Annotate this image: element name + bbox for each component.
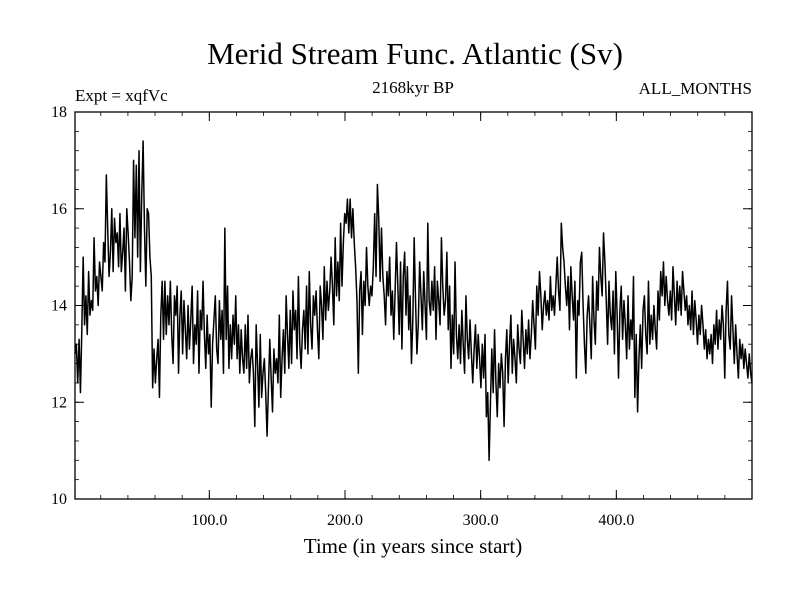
y-tick-label: 18 bbox=[51, 104, 67, 121]
chart-title: Merid Stream Func. Atlantic (Sv) bbox=[207, 36, 623, 71]
y-tick-label: 16 bbox=[51, 201, 67, 218]
y-tick-label: 10 bbox=[51, 491, 67, 508]
x-tick-label: 100.0 bbox=[191, 512, 227, 529]
x-tick-label: 400.0 bbox=[598, 512, 634, 529]
x-tick-label: 200.0 bbox=[327, 512, 363, 529]
y-tick-label: 14 bbox=[51, 298, 67, 315]
months-label: ALL_MONTHS bbox=[639, 79, 752, 98]
date-label: 2168kyr BP bbox=[372, 78, 454, 97]
x-axis-label: Time (in years since start) bbox=[304, 534, 523, 558]
y-tick-label: 12 bbox=[51, 394, 67, 411]
plot-frame bbox=[74, 111, 753, 500]
series-line-amoc bbox=[74, 140, 753, 462]
experiment-label: Expt = xqfVc bbox=[75, 86, 168, 105]
x-tick-label: 300.0 bbox=[463, 512, 499, 529]
